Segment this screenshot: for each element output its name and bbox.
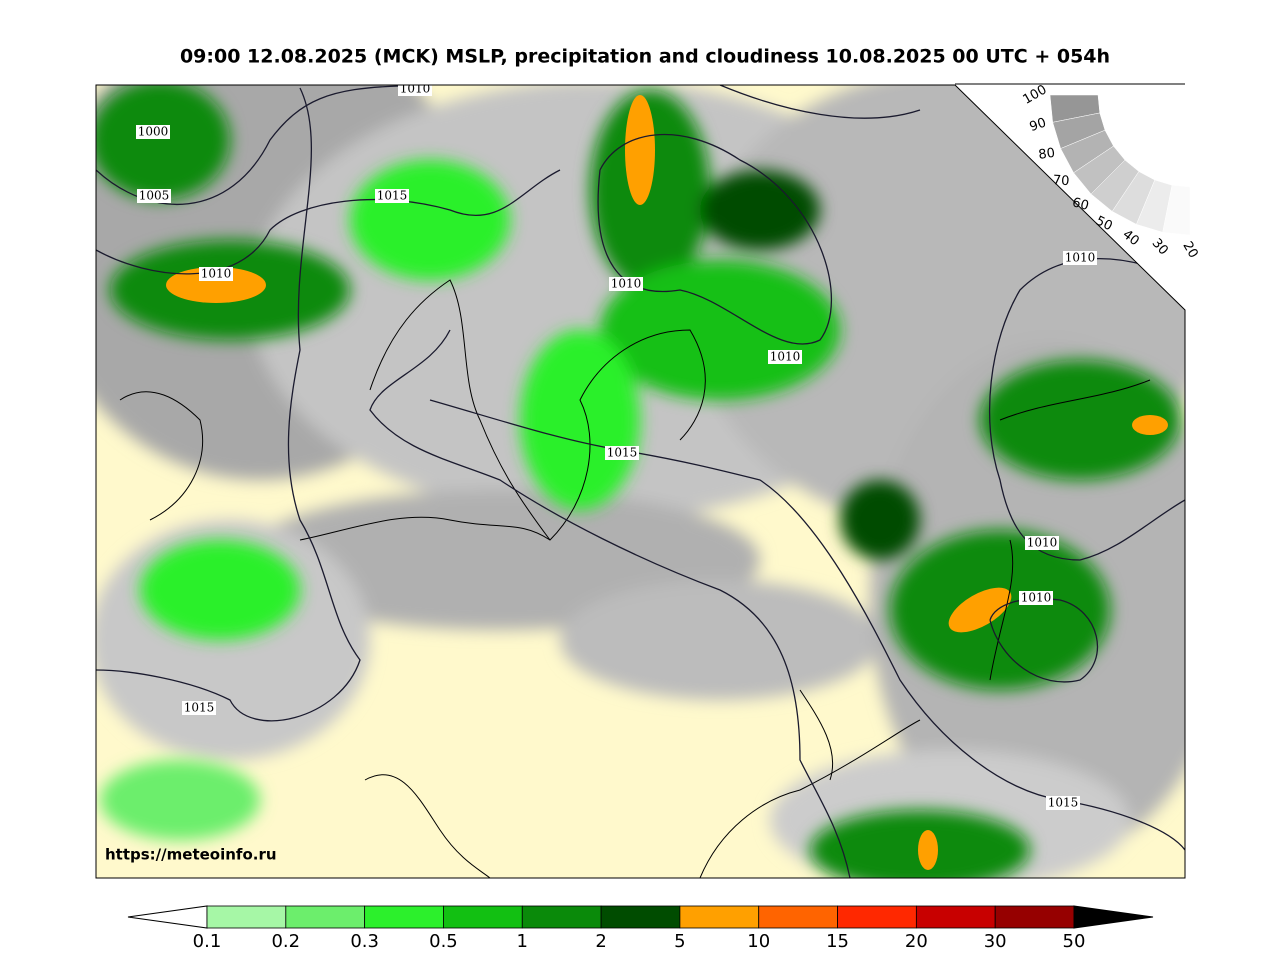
colorbar-over <box>1073 905 1154 929</box>
isobar-label: 1000 <box>138 125 169 139</box>
cloud-scale-label: 70 <box>1052 173 1069 189</box>
isobar-label: 1010 <box>770 350 801 364</box>
isobar-label-bg <box>768 350 802 364</box>
isobar-label: 1005 <box>139 189 170 203</box>
colorbar-segment <box>443 905 523 929</box>
precip-max <box>1132 415 1168 435</box>
precip-field <box>96 85 1180 878</box>
isobar-label: 1010 <box>1065 251 1096 265</box>
colorbar-label: 0.5 <box>429 931 458 952</box>
colorbar-segment <box>915 905 996 929</box>
colorbar-segment <box>994 905 1075 929</box>
cloud-scale-label: 60 <box>1070 195 1090 214</box>
cloud-scale-label: 90 <box>1028 115 1048 135</box>
isobar-label-bg <box>182 701 216 715</box>
isobar-label-bg <box>136 125 170 139</box>
isobar-label-bg <box>1025 536 1059 550</box>
title: 09:00 12.08.2025 (MCK) MSLP, precipitati… <box>180 46 1110 68</box>
precip-max <box>918 830 938 870</box>
colorbar-segment <box>206 905 287 929</box>
isobar-label-bg <box>1046 796 1080 810</box>
cloud-scale-label: 80 <box>1038 146 1056 163</box>
isobar-label: 1010 <box>1021 591 1052 605</box>
colorbar-label: 0.3 <box>350 931 379 952</box>
isobar-label: 1010 <box>1027 536 1058 550</box>
colorbar-under <box>127 905 208 929</box>
colorbar-label: 50 <box>1063 931 1086 952</box>
colorbar-segment <box>285 905 366 929</box>
isobar-label-bg <box>1019 591 1053 605</box>
map: 1010 1000 1005 1015 1010 1010 1010 1015 1010 1010… <box>96 82 1185 878</box>
cloud-scale-label: 50 <box>1093 213 1114 234</box>
cloud-scale-label: 30 <box>1149 236 1171 258</box>
colorbar-segment <box>521 905 602 929</box>
isobar-label: 1010 <box>400 82 431 96</box>
isobar-label-bg <box>609 277 643 291</box>
colorbar-label: 5 <box>674 931 685 952</box>
map-frame <box>95 84 1186 879</box>
isobar-label: 1010 <box>611 277 642 291</box>
isobar-label-bg <box>137 189 171 203</box>
cloud-scale-label: 20 <box>1179 239 1200 261</box>
isobar-label-bg <box>398 85 432 96</box>
coastlines <box>119 279 1151 878</box>
isobar-label-bg <box>605 446 639 460</box>
precip-max <box>948 587 1012 633</box>
isobar-label: 1015 <box>377 189 408 203</box>
isobar-label: 1015 <box>184 701 215 715</box>
colorbar-label: 15 <box>826 931 849 952</box>
isobar-label-bg <box>1063 251 1097 265</box>
isobar-label: 1015 <box>1048 796 1079 810</box>
isobar-label: 1010 <box>201 267 232 281</box>
cloud-scale-label: 100 <box>1020 82 1049 107</box>
colorbar-segment <box>679 905 760 929</box>
source-url: https://meteoinfo.ru <box>105 846 277 864</box>
colorbar-label: 2 <box>595 931 606 952</box>
colorbar: 0.1 0.2 0.3 0.5 1 2 5 10 15 20 30 50 <box>127 905 1154 952</box>
colorbar-segment <box>837 905 917 929</box>
colorbar-segment <box>600 905 681 929</box>
colorbar-label: 30 <box>984 931 1007 952</box>
precip-max <box>625 95 655 205</box>
isobar-label-bg <box>375 189 409 203</box>
colorbar-label: 10 <box>747 931 770 952</box>
colorbar-segment <box>364 905 444 929</box>
isobar-label: 1015 <box>607 446 638 460</box>
colorbar-label: 1 <box>517 931 528 952</box>
precip-max <box>166 267 266 303</box>
colorbar-label: 0.1 <box>193 931 222 952</box>
isobar-label-bg <box>199 267 233 281</box>
cloud-scale-segment <box>1162 184 1191 236</box>
cloud-scale-label: 40 <box>1120 227 1142 249</box>
colorbar-label: 20 <box>905 931 928 952</box>
colorbar-segment <box>758 905 838 929</box>
colorbar-label: 0.2 <box>271 931 300 952</box>
